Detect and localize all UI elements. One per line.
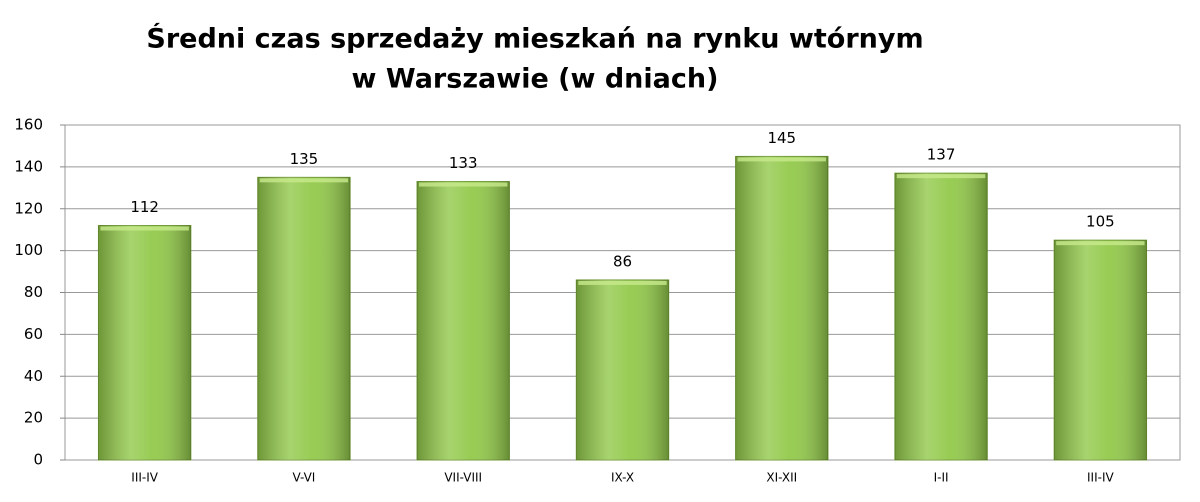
y-tick-label: 0	[33, 451, 43, 469]
bar-top	[1056, 241, 1145, 246]
bar-top	[896, 174, 986, 179]
bar-shade	[257, 177, 351, 460]
y-tick-label: 20	[24, 409, 43, 427]
y-tick-label: 80	[24, 283, 43, 301]
value-label: 105	[1086, 213, 1115, 231]
bar-top	[100, 226, 189, 231]
value-label: 86	[613, 252, 632, 270]
bar-shade	[735, 156, 828, 460]
y-tick-label: 100	[14, 241, 43, 259]
y-tick-label: 40	[24, 367, 43, 385]
value-label: 137	[927, 146, 956, 164]
y-tick-label: 160	[14, 116, 43, 134]
value-label: 135	[290, 150, 319, 168]
chart-title: Średni czas sprzedaży mieszkań na rynku …	[146, 23, 923, 55]
bar-top	[578, 280, 667, 285]
x-tick-label: XI-XII	[766, 471, 797, 485]
bar-top	[259, 178, 349, 183]
bar-shade	[576, 279, 669, 460]
y-tick-label: 140	[14, 157, 43, 175]
x-tick-label: I-II	[934, 471, 949, 485]
chart-title: w Warszawie (w dniach)	[352, 64, 719, 95]
bar-shade	[98, 225, 191, 460]
bar-shade	[1054, 240, 1147, 460]
x-tick-label: III-IV	[1087, 471, 1114, 485]
x-tick-label: V-VI	[292, 471, 315, 485]
x-tick-label: III-IV	[131, 471, 158, 485]
y-tick-label: 60	[24, 325, 43, 343]
bar-shade	[894, 173, 988, 460]
x-tick-label: VII-VIII	[444, 471, 482, 485]
value-label: 133	[449, 154, 478, 172]
value-label: 112	[130, 198, 159, 216]
value-label: 145	[767, 129, 796, 147]
bar-top	[419, 182, 508, 187]
bar-top	[737, 157, 826, 162]
bar-shade	[417, 181, 510, 460]
x-tick-label: IX-X	[611, 471, 634, 485]
y-tick-label: 120	[14, 199, 43, 217]
